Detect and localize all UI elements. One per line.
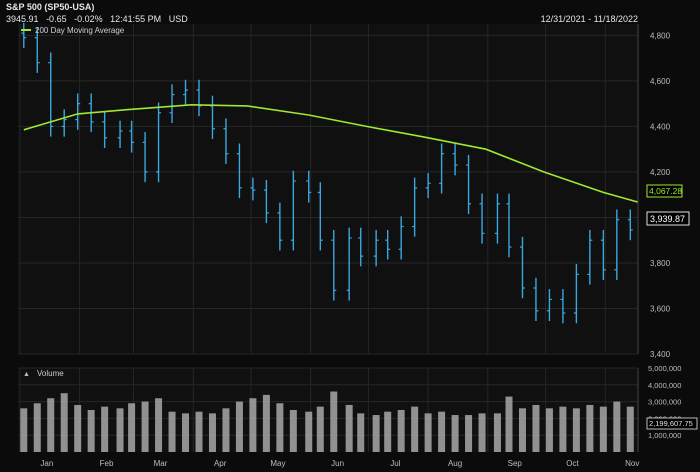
month-tick-label: Nov <box>625 459 639 468</box>
month-tick-label: Apr <box>214 459 227 468</box>
volume-bar <box>384 411 392 452</box>
volume-bar <box>372 415 380 452</box>
volume-bar <box>493 413 501 452</box>
volume-bar <box>128 403 136 452</box>
volume-bar <box>505 396 513 452</box>
volume-bar <box>424 413 432 452</box>
volume-tick-label: 5,000,000 <box>648 364 681 373</box>
currency: USD <box>168 14 188 24</box>
month-tick-label: Sep <box>508 459 523 468</box>
ma-value-box <box>646 184 683 198</box>
last-price: 3945.91 <box>6 14 39 24</box>
volume-bar <box>276 403 284 452</box>
volume-collapse-arrow[interactable]: ▲ <box>23 371 30 378</box>
month-tick-label: May <box>270 459 285 468</box>
price-tick-label: 3,600 <box>650 304 671 313</box>
date-range: 12/31/2021 - 11/18/2022 <box>540 14 638 24</box>
volume-tick-label: 3,000,000 <box>648 398 681 407</box>
month-tick-label: Jan <box>40 459 53 468</box>
volume-bar <box>586 404 594 452</box>
axes: 3,4003,6003,8004,0004,2004,4004,6004,800… <box>40 24 681 468</box>
price-tick-label: 4,200 <box>650 168 671 177</box>
price-change-percent: -0.02% <box>74 14 103 24</box>
volume-bar <box>20 408 28 452</box>
month-tick-label: Jun <box>331 459 344 468</box>
volume-bar <box>74 404 82 452</box>
volume-bar <box>195 411 203 452</box>
price-tick-label: 4,800 <box>650 31 671 40</box>
ma-value-label: 4,067.28 <box>649 186 682 196</box>
volume-bar <box>208 413 216 452</box>
volume-bar <box>438 411 446 452</box>
volume-bar <box>465 415 473 452</box>
volume-bar <box>305 411 313 452</box>
volume-bar <box>168 411 176 452</box>
volume-tick-label: 1,000,000 <box>648 431 681 440</box>
volume-panel-background <box>18 368 638 452</box>
price-panel-background <box>18 24 638 354</box>
volume-bar <box>357 413 365 452</box>
month-tick-label: Mar <box>154 459 168 468</box>
volume-bar <box>222 408 230 452</box>
volume-bar <box>101 406 109 452</box>
ma-legend-label: 200 Day Moving Average <box>35 26 125 35</box>
volume-bar <box>141 401 149 452</box>
month-tick-label: Aug <box>448 459 462 468</box>
volume-bar <box>316 406 324 452</box>
volume-bar <box>262 394 270 452</box>
price-change: -0.65 <box>46 14 67 24</box>
volume-bar <box>116 408 124 452</box>
volume-tick-label: 4,000,000 <box>648 381 681 390</box>
volume-bar <box>249 398 257 452</box>
price-tick-label: 3,800 <box>650 259 671 268</box>
price-value-label: 3,939.87 <box>650 214 685 224</box>
price-value-box <box>646 211 690 226</box>
volume-value-box <box>646 417 698 430</box>
moving-average <box>23 103 639 203</box>
volume-bar <box>478 413 486 452</box>
volume-bar <box>60 393 68 452</box>
volume-bar <box>47 398 55 452</box>
volume-bar <box>518 408 526 452</box>
volume-bar <box>411 406 419 452</box>
price-tick-label: 4,400 <box>650 122 671 131</box>
month-tick-label: Oct <box>566 459 579 468</box>
volume-bar <box>545 408 553 452</box>
volume-bars <box>20 391 634 452</box>
volume-bar <box>330 391 338 452</box>
volume-bar <box>87 410 95 452</box>
volume-bar <box>345 404 353 452</box>
month-tick-label: Jul <box>390 459 400 468</box>
volume-bar <box>397 410 405 452</box>
volume-bar <box>626 406 634 452</box>
volume-bar <box>451 415 459 452</box>
volume-bar <box>235 401 243 452</box>
volume-bar <box>572 408 580 452</box>
volume-bar <box>182 413 190 452</box>
quote-line: 3945.91 -0.65 -0.02% 12:41:55 PM USD <box>6 14 188 24</box>
price-tick-label: 4,600 <box>650 77 671 86</box>
volume-bar <box>289 410 297 452</box>
volume-bar <box>613 401 621 452</box>
price-bars <box>21 22 633 324</box>
quote-time: 12:41:55 PM <box>110 14 162 24</box>
moving-average-line <box>23 103 639 203</box>
chart-title: S&P 500 (SP50-USA) <box>6 2 95 12</box>
price-tick-label: 3,400 <box>650 350 671 359</box>
volume-value-label: 2,199,607.75 <box>649 419 693 428</box>
volume-legend-label: Volume <box>37 369 64 378</box>
volume-bar <box>599 406 607 452</box>
volume-bar <box>155 398 163 452</box>
volume-bar <box>33 403 41 452</box>
volume-bar <box>559 406 567 452</box>
volume-bar <box>532 404 540 452</box>
month-tick-label: Feb <box>100 459 114 468</box>
